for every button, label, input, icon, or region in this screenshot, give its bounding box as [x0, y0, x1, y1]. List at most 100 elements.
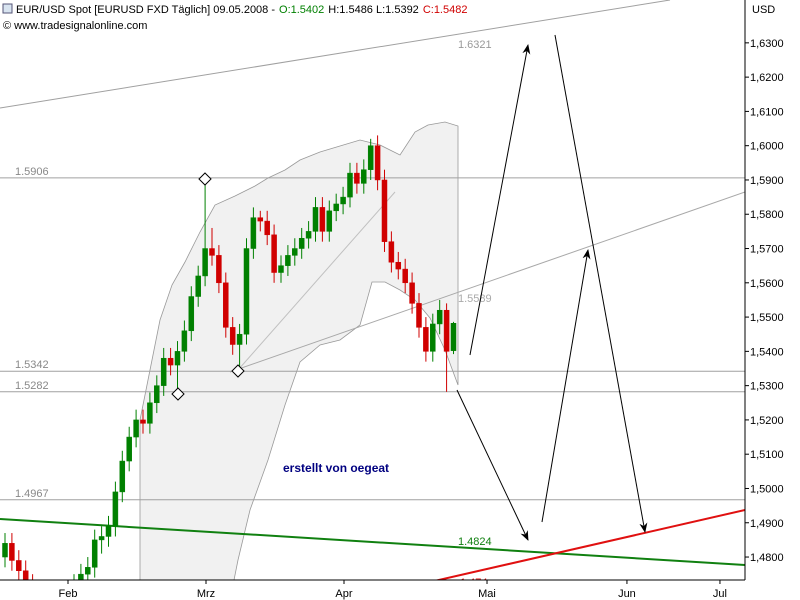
- candle-body: [209, 248, 215, 256]
- candle-body: [16, 560, 22, 571]
- candle-body: [430, 323, 436, 352]
- level-label: 1.5906: [15, 166, 49, 178]
- candle-body: [374, 145, 381, 181]
- support-line: [237, 191, 396, 371]
- green-trend-line: [0, 518, 745, 566]
- y-tick-label: 1,4800: [750, 552, 784, 564]
- middle-trend-line: [229, 191, 745, 373]
- x-tick-label: Jun: [618, 588, 636, 600]
- red-trend-line: [434, 509, 745, 580]
- candle-body: [395, 261, 402, 270]
- candle-body: [354, 172, 360, 184]
- candle-body: [361, 169, 367, 184]
- candle-body: [140, 419, 146, 424]
- level-label: 1.4967: [15, 488, 49, 500]
- forecast-arrow: [541, 249, 591, 523]
- trend-label: 1.5589: [458, 293, 492, 305]
- y-tick-label: 1,6000: [750, 141, 784, 153]
- pivot-marker: [198, 172, 212, 186]
- candle-body: [264, 220, 270, 236]
- candle-body: [326, 210, 333, 232]
- forecast-arrow: [456, 389, 529, 541]
- candle-body: [285, 255, 291, 266]
- candle-body: [333, 203, 339, 212]
- candle-body: [443, 309, 450, 352]
- y-tick-label: 1,6100: [750, 106, 784, 118]
- forecast-arrow: [554, 34, 648, 533]
- x-tick-label: Mrz: [197, 588, 215, 600]
- header-icon: [2, 3, 13, 14]
- x-tick-label: Mai: [478, 588, 496, 600]
- candle-body: [243, 248, 250, 335]
- candle-body: [388, 241, 395, 263]
- candle-body: [450, 323, 457, 351]
- y-tick-label: 1,5200: [750, 415, 784, 427]
- y-tick-label: 1,5300: [750, 381, 784, 393]
- candle-body: [78, 573, 84, 580]
- y-tick-label: 1,6200: [750, 72, 784, 84]
- candle-body: [229, 327, 236, 345]
- y-tick-label: 1,5600: [750, 278, 784, 290]
- candle-body: [278, 265, 284, 273]
- y-tick-label: 1,5100: [750, 449, 784, 461]
- candle-body: [250, 217, 257, 249]
- x-tick-label: Apr: [335, 588, 352, 600]
- candle-body: [381, 179, 388, 242]
- candle-body: [126, 436, 132, 462]
- trend-label: 1.6321: [458, 39, 492, 51]
- candle-body: [9, 543, 15, 561]
- candle-body: [188, 296, 195, 332]
- bollinger-band: [139, 121, 459, 580]
- candle-body: [202, 248, 208, 277]
- plot-area: 1.5906 1.5342 1.5282 1.4967 1.6321 1.5589 1.48…: [0, 0, 745, 589]
- candle-body: [91, 539, 98, 568]
- y-tick-label: 1,5800: [750, 209, 784, 221]
- pivot-marker: [171, 387, 185, 401]
- y-tick-label: 1,5900: [750, 175, 784, 187]
- candle-body: [347, 172, 353, 198]
- header-open: O:1.5402: [279, 4, 324, 16]
- candle-body: [181, 330, 188, 352]
- level-label: 1.5282: [15, 380, 49, 392]
- header: EUR/USD Spot [EURUSD FXD Täglich] 09.05.…: [16, 4, 467, 16]
- header-close: C:1.5482: [423, 4, 468, 16]
- y-tick-label: 1,5400: [750, 346, 784, 358]
- upper-trend-line: [0, 0, 671, 109]
- candle-body: [174, 351, 181, 366]
- candle-body: [298, 237, 305, 249]
- trend-label: 1.474: [460, 577, 488, 589]
- candle-body: [216, 255, 222, 284]
- candle-body: [22, 570, 29, 580]
- candle-body: [133, 419, 139, 438]
- x-tick-label: Feb: [59, 588, 78, 600]
- candle-body: [119, 460, 126, 493]
- y-tick-label: 1,5700: [750, 244, 784, 256]
- candle-body: [271, 234, 277, 273]
- candle-body: [160, 357, 167, 386]
- candle-body: [154, 385, 160, 404]
- y-tick-label: 1,5500: [750, 312, 784, 324]
- header-high-low: H:1.5486 L:1.5392: [328, 4, 419, 16]
- source: © www.tradesignalonline.com: [3, 20, 147, 32]
- candle-body: [423, 327, 429, 352]
- level-label: 1.5342: [15, 359, 49, 371]
- candle-body: [98, 536, 105, 541]
- y-tick-label: 1,4900: [750, 518, 784, 530]
- candle-body: [409, 282, 415, 304]
- candle-body: [236, 333, 243, 345]
- candle-body: [305, 231, 312, 239]
- candle-body: [167, 357, 174, 366]
- candle-body: [416, 303, 422, 328]
- trend-label: 1.4824: [458, 536, 492, 548]
- candle-body: [292, 248, 298, 256]
- candle-body: [436, 309, 443, 325]
- candle-body: [2, 543, 8, 558]
- candle-body: [195, 275, 201, 297]
- candle-body: [402, 268, 408, 284]
- x-tick-label: Jul: [713, 588, 727, 600]
- annotation: erstellt von oegeat: [283, 461, 389, 475]
- candle-body: [147, 402, 153, 424]
- candle-body: [223, 282, 229, 328]
- pivot-marker: [231, 364, 245, 378]
